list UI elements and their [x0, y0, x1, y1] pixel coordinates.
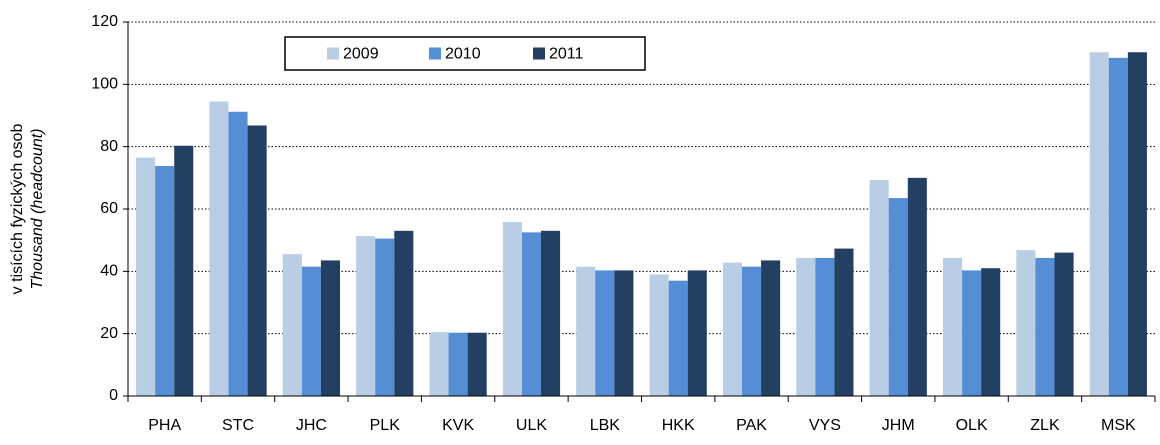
y-tick-label: 20 — [100, 325, 118, 342]
bar — [981, 268, 1001, 396]
bar — [247, 125, 267, 397]
x-tick-label: LBK — [590, 417, 621, 434]
y-tick-label: 100 — [91, 76, 118, 93]
x-tick-label: ZLK — [1030, 417, 1060, 434]
bar — [1016, 250, 1036, 396]
bar — [301, 266, 321, 396]
bar — [467, 332, 487, 396]
bar — [394, 230, 414, 396]
y-tick-label: 120 — [91, 13, 118, 30]
bar — [1035, 257, 1055, 396]
legend-label: 2009 — [343, 46, 379, 63]
bar — [136, 157, 156, 396]
bar — [907, 177, 927, 396]
bar — [228, 111, 248, 396]
x-tick-label: JHM — [882, 417, 915, 434]
x-tick-label: PLK — [370, 417, 401, 434]
bar — [375, 238, 395, 396]
bar — [448, 332, 468, 396]
bar — [668, 280, 688, 396]
x-tick-label: STC — [222, 417, 254, 434]
bar — [595, 270, 615, 396]
bar — [521, 232, 542, 396]
legend-box — [284, 36, 646, 71]
bar — [796, 257, 816, 396]
bar — [1054, 252, 1074, 396]
bar — [1108, 57, 1128, 396]
bar — [834, 248, 854, 396]
bar — [282, 254, 302, 396]
x-tick-label: KVK — [442, 417, 474, 434]
x-tick-label: OLK — [956, 417, 988, 434]
bar — [815, 257, 835, 396]
bar — [869, 180, 889, 396]
bar — [502, 222, 522, 396]
bar — [687, 270, 707, 396]
y-axis-label: Thousand (headcount) — [29, 129, 46, 290]
y-tick-label: 40 — [100, 263, 118, 280]
y-tick-label: 80 — [100, 138, 118, 155]
bar — [722, 262, 742, 396]
bar — [942, 257, 963, 396]
legend-label: 2011 — [549, 46, 584, 63]
bar — [356, 236, 376, 396]
bar — [614, 270, 634, 396]
legend-label: 2010 — [445, 46, 481, 63]
x-tick-label: HKK — [662, 417, 695, 434]
bar — [741, 266, 762, 396]
legend-swatch — [327, 47, 339, 60]
bar — [320, 260, 341, 396]
bar — [155, 165, 175, 396]
y-tick-label: 60 — [100, 200, 118, 217]
legend-swatch — [429, 47, 441, 60]
bar — [888, 198, 908, 396]
bar — [761, 260, 781, 396]
bar — [541, 230, 561, 396]
bar — [174, 145, 194, 396]
bar — [962, 270, 982, 396]
legend-swatch — [533, 47, 545, 60]
x-tick-label: PHA — [148, 417, 181, 434]
bar — [576, 266, 596, 396]
bar — [209, 101, 229, 396]
x-tick-label: PAK — [736, 417, 767, 434]
bar — [429, 332, 449, 396]
bar — [1089, 52, 1109, 397]
bar — [649, 274, 669, 396]
x-tick-label: JHC — [296, 417, 327, 434]
bar — [1127, 52, 1147, 397]
x-tick-label: VYS — [809, 417, 841, 434]
x-tick-label: MSK — [1101, 417, 1136, 434]
x-tick-label: ULK — [516, 417, 547, 434]
y-tick-label: 0 — [109, 387, 118, 404]
y-axis-label: v tisících fyzických osob — [9, 124, 26, 295]
